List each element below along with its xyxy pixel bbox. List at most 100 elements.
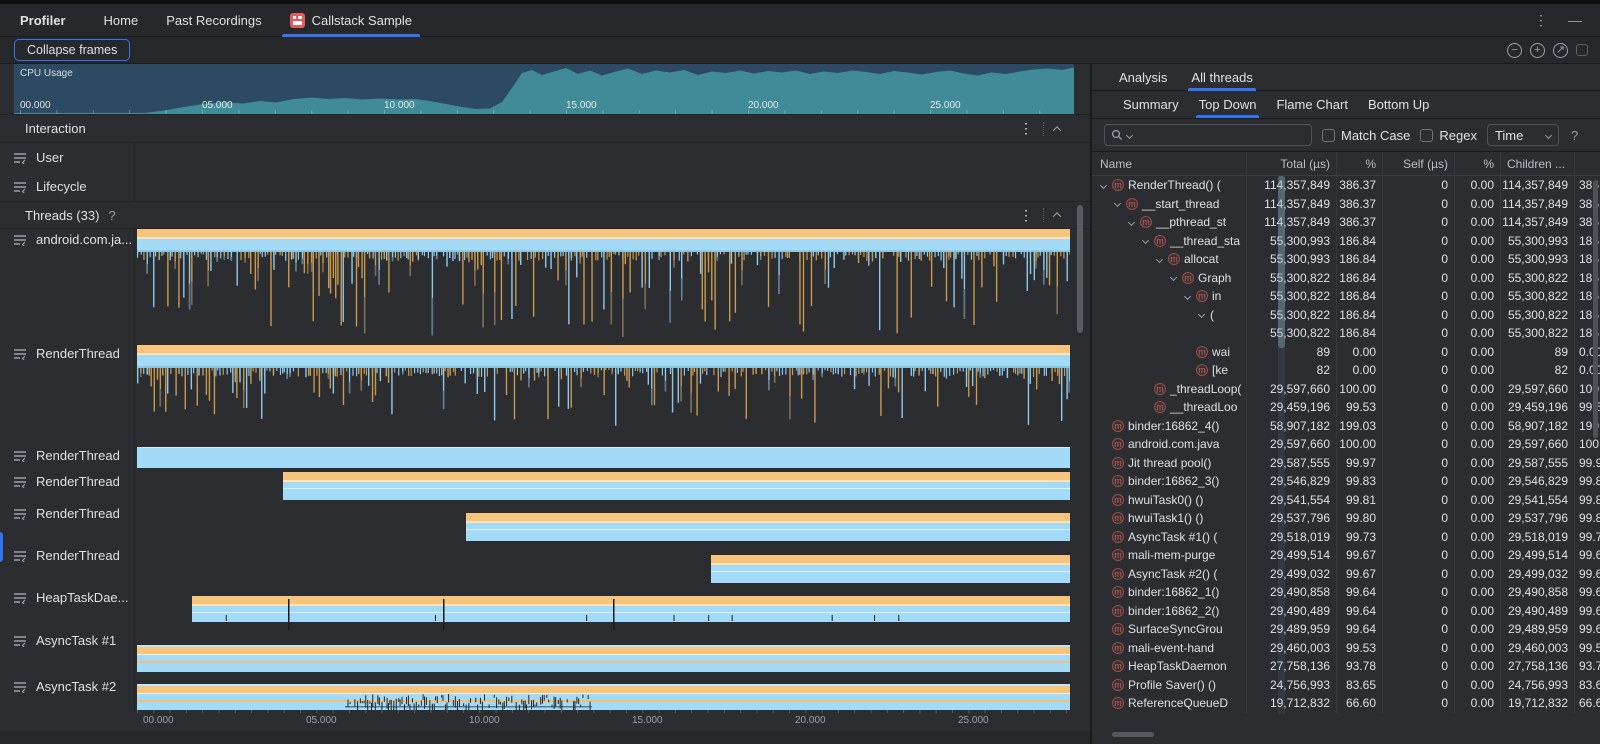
more-options-icon[interactable]: ⋮	[1534, 11, 1548, 28]
table-row[interactable]: m binder:16862_4() 58,907,182 199.03 0 0.00 58…	[1092, 416, 1600, 435]
table-row[interactable]: m Jit thread pool() 29,587,555 99.97 0 0.00 29…	[1092, 453, 1600, 472]
thread-track[interactable]	[137, 445, 1070, 471]
regex-checkbox[interactable]	[1420, 128, 1434, 142]
thread-track[interactable]	[137, 587, 1070, 630]
interaction-row-lifecycle[interactable]: Lifecycle	[0, 172, 1090, 201]
track-options-icon[interactable]	[13, 348, 27, 360]
thread-row[interactable]: RenderThread	[0, 503, 1090, 545]
expanded-node-icon[interactable]	[1140, 237, 1150, 245]
tab-bottom-up[interactable]: Bottom Up	[1367, 97, 1430, 112]
table-row[interactable]: m AsyncTask #2() (29,499,032 99.67 0 0.00 29,…	[1092, 564, 1600, 583]
thread-label[interactable]: RenderThread	[0, 448, 134, 463]
tab-home[interactable]: Home	[90, 4, 153, 37]
thread-label[interactable]: AsyncTask #1	[0, 633, 134, 648]
column-header-children[interactable]: Children ...	[1501, 152, 1575, 175]
threads-section-header[interactable]: Threads (33) ? ⋮	[0, 201, 1090, 229]
track-options-icon[interactable]	[13, 550, 27, 562]
table-inner-scrollbar-thumb[interactable]	[1278, 176, 1285, 348]
table-row[interactable]: m in 55,300,822 186.84 0 0.00 55,300,822 186	[1092, 287, 1600, 306]
reset-zoom-icon[interactable]: ↗	[1553, 42, 1568, 58]
table-row[interactable]: m Graph 55,300,822 186.84 0 0.00 55,300,822 186	[1092, 268, 1600, 287]
thread-track[interactable]	[137, 343, 1070, 445]
column-header-total[interactable]: Total (µs)	[1247, 152, 1337, 175]
track-options-icon[interactable]	[13, 635, 27, 647]
table-row[interactable]: m Profile Saver() () 24,756,993 83.65 0 0.00 2…	[1092, 675, 1600, 694]
table-row[interactable]: m allocat 55,300,993 186.84 0 0.00 55,300,993 1…	[1092, 250, 1600, 269]
thread-label[interactable]: android.com.ja...	[0, 232, 134, 247]
threads-more-options-icon[interactable]: ⋮	[1019, 206, 1033, 223]
tab-past-recordings[interactable]: Past Recordings	[152, 4, 275, 37]
table-row[interactable]: m SurfaceSyncGrou 29,489,959 99.64 0 0.00 29,4…	[1092, 620, 1600, 639]
thread-label[interactable]: AsyncTask #2	[0, 679, 134, 694]
thread-row[interactable]: RenderThread	[0, 471, 1090, 503]
table-row[interactable]: m binder:16862_1() 29,490,858 99.64 0 0.00 29,…	[1092, 583, 1600, 602]
expanded-node-icon[interactable]	[1098, 181, 1108, 189]
thread-row[interactable]: RenderThread	[0, 343, 1090, 445]
thread-label[interactable]: RenderThread	[0, 474, 134, 489]
interaction-row-user[interactable]: User	[0, 143, 1090, 172]
thread-label[interactable]: HeapTaskDae...	[0, 590, 134, 605]
table-row[interactable]: m binder:16862_2() 29,490,489 99.64 0 0.00 29,…	[1092, 601, 1600, 620]
table-row[interactable]: m AsyncTask #1() (29,518,019 99.73 0 0.00 29,…	[1092, 527, 1600, 546]
thread-label[interactable]: RenderThread	[0, 346, 134, 361]
thread-track[interactable]	[137, 229, 1070, 343]
expanded-node-icon[interactable]	[1168, 274, 1178, 282]
expanded-node-icon[interactable]	[1112, 200, 1122, 208]
regex-option[interactable]: Regex	[1420, 128, 1477, 143]
table-row[interactable]: m mali-mem-purge 29,499,514 99.67 0 0.00 29,49…	[1092, 546, 1600, 565]
threads-collapse-icon[interactable]	[1052, 212, 1062, 221]
zoom-in-icon[interactable]: +	[1530, 42, 1545, 58]
track-options-icon[interactable]	[13, 592, 27, 604]
tab-top-down[interactable]: Top Down	[1195, 91, 1260, 118]
thread-track[interactable]	[137, 676, 1070, 710]
search-input[interactable]	[1136, 128, 1305, 142]
table-row[interactable]: m _threadLoop(29,597,660 100.00 0 0.00 29,597…	[1092, 379, 1600, 398]
interaction-section-header[interactable]: Interaction ⋮	[0, 114, 1090, 143]
table-horizontal-scrollbar[interactable]	[1112, 732, 1154, 737]
expanded-node-icon[interactable]	[1182, 292, 1192, 300]
thread-row[interactable]: HeapTaskDae...	[0, 587, 1090, 630]
interaction-collapse-icon[interactable]	[1052, 125, 1062, 135]
interaction-more-options-icon[interactable]: ⋮	[1019, 120, 1033, 136]
table-row[interactable]: m android.com.java 29,597,660 100.00 0 0.00 29…	[1092, 435, 1600, 454]
thread-track[interactable]	[137, 471, 1070, 503]
expanded-node-icon[interactable]	[1126, 218, 1136, 226]
table-vertical-scrollbar[interactable]	[1593, 180, 1598, 438]
track-options-icon[interactable]	[13, 450, 27, 462]
thread-row[interactable]: AsyncTask #1	[0, 630, 1090, 676]
thread-track[interactable]	[137, 503, 1070, 545]
table-row[interactable]: m mali-event-hand 29,460,003 99.53 0 0.00 29,4…	[1092, 638, 1600, 657]
search-options-chevron-icon[interactable]	[1125, 131, 1134, 139]
column-header-self-pct[interactable]: %	[1455, 152, 1501, 175]
threads-vertical-scrollbar[interactable]	[1077, 205, 1083, 333]
thread-label[interactable]: RenderThread	[0, 548, 134, 563]
collapse-frames-button[interactable]: Collapse frames	[14, 39, 131, 61]
table-row[interactable]: (55,300,822 186.84 0 0.00 55,300,822 186	[1092, 305, 1600, 324]
zoom-out-icon[interactable]: −	[1507, 42, 1522, 58]
track-options-icon[interactable]	[13, 681, 27, 693]
match-case-option[interactable]: Match Case	[1322, 128, 1410, 143]
minimize-icon[interactable]: —	[1568, 12, 1582, 28]
thread-row[interactable]: AsyncTask #2	[0, 676, 1090, 710]
frame-selection-icon[interactable]	[1576, 44, 1588, 56]
expanded-node-icon[interactable]	[1196, 311, 1206, 319]
cpu-usage-chart[interactable]: CPU Usage 00.000 05.000 10.000 15.000 20.000…	[14, 64, 1074, 114]
thread-row[interactable]: android.com.ja...	[0, 229, 1090, 343]
tab-callstack-sample[interactable]: Callstack Sample	[276, 4, 426, 37]
threads-help-icon[interactable]: ?	[108, 207, 116, 223]
column-header-name[interactable]: Name	[1092, 152, 1247, 175]
table-row[interactable]: m hwuiTask1() () 29,537,796 99.80 0 0.00 29,53…	[1092, 509, 1600, 528]
table-row[interactable]: m ReferenceQueueD 19,712,832 66.60 0 0.00 19,7…	[1092, 694, 1600, 713]
track-options-icon[interactable]	[13, 508, 27, 520]
column-header-self[interactable]: Self (µs)	[1383, 152, 1455, 175]
thread-track[interactable]	[137, 545, 1070, 587]
track-options-icon[interactable]	[13, 181, 27, 193]
table-row[interactable]: m __start_thread 114,357,849 386.37 0 0.00 114…	[1092, 194, 1600, 213]
track-options-icon[interactable]	[13, 152, 27, 164]
time-range-dropdown[interactable]: Time	[1486, 124, 1559, 146]
table-row[interactable]: m HeapTaskDaemon 27,758,136 93.78 0 0.00 27,75…	[1092, 657, 1600, 676]
expanded-node-icon[interactable]	[1154, 255, 1164, 263]
table-row[interactable]: 55,300,822 186.84 0 0.00 55,300,822 186	[1092, 324, 1600, 343]
